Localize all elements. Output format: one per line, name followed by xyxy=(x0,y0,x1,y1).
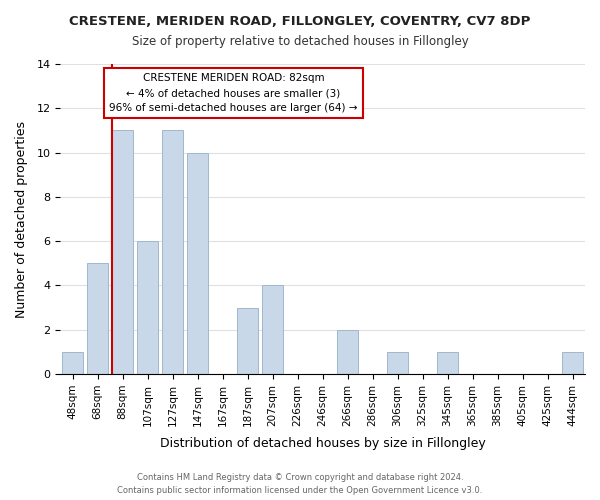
Bar xyxy=(387,352,408,374)
Y-axis label: Number of detached properties: Number of detached properties xyxy=(15,120,28,318)
Bar xyxy=(162,130,183,374)
Bar xyxy=(337,330,358,374)
Text: Contains HM Land Registry data © Crown copyright and database right 2024.
Contai: Contains HM Land Registry data © Crown c… xyxy=(118,474,482,495)
Bar xyxy=(187,152,208,374)
Bar xyxy=(87,264,108,374)
Bar xyxy=(237,308,258,374)
Bar xyxy=(562,352,583,374)
Bar xyxy=(137,241,158,374)
Bar xyxy=(62,352,83,374)
Text: Size of property relative to detached houses in Fillongley: Size of property relative to detached ho… xyxy=(131,35,469,48)
Bar xyxy=(437,352,458,374)
X-axis label: Distribution of detached houses by size in Fillongley: Distribution of detached houses by size … xyxy=(160,437,485,450)
Bar xyxy=(112,130,133,374)
Text: CRESTENE MERIDEN ROAD: 82sqm
← 4% of detached houses are smaller (3)
96% of semi: CRESTENE MERIDEN ROAD: 82sqm ← 4% of det… xyxy=(109,74,358,113)
Bar xyxy=(262,286,283,374)
Text: CRESTENE, MERIDEN ROAD, FILLONGLEY, COVENTRY, CV7 8DP: CRESTENE, MERIDEN ROAD, FILLONGLEY, COVE… xyxy=(70,15,530,28)
